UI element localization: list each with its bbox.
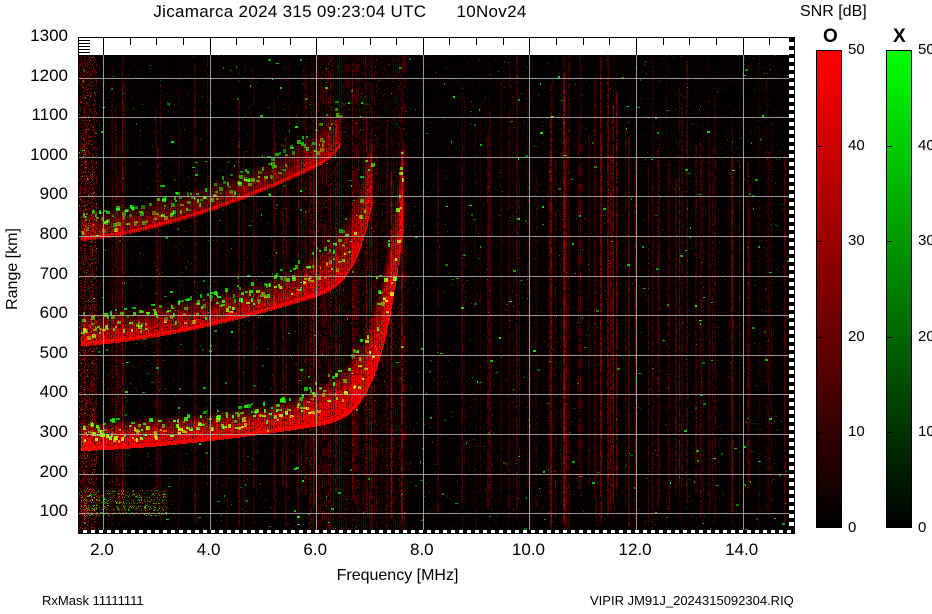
colorbar-tick-label: 0 — [848, 519, 857, 536]
rxmask-label: RxMask 11111111 — [42, 593, 144, 608]
top-axis-tick — [210, 38, 211, 55]
top-axis-tick — [156, 38, 157, 45]
y-tick-label: 1000 — [30, 144, 68, 164]
top-axis-tick — [103, 38, 104, 55]
x-tick-label: 14.0 — [725, 540, 759, 559]
top-axis-tick — [689, 38, 690, 45]
colorbar-tick-label: 30 — [848, 232, 865, 249]
colorbar-tick-label: 40 — [918, 137, 932, 154]
y-tick-label: 500 — [39, 342, 68, 362]
top-axis-tick — [370, 38, 371, 45]
x-axis-label: Frequency [MHz] — [336, 567, 459, 584]
top-axis-tick — [236, 38, 237, 45]
top-axis-tick — [316, 38, 317, 55]
top-axis-tick — [290, 38, 291, 45]
ionogram-plot[interactable] — [78, 37, 795, 534]
top-axis-tick — [583, 38, 584, 45]
range-gate-tick — [79, 52, 90, 53]
colorbar-x-mode — [886, 50, 912, 528]
top-axis-tick — [396, 38, 397, 45]
range-gate-tick — [79, 46, 90, 47]
y-tick-label: 1200 — [30, 65, 68, 85]
top-axis-tick — [529, 38, 530, 55]
colorbar-tick-label: 10 — [918, 423, 932, 440]
top-axis-tick — [263, 38, 264, 45]
colorbar-tick-mark — [886, 432, 892, 433]
y-axis-label: Range [km] — [3, 228, 21, 310]
colorbar-o-mode — [816, 50, 842, 528]
y-tick-label: 1300 — [30, 26, 68, 45]
x-tick-label: 4.0 — [196, 540, 221, 559]
y-tick-label: 300 — [39, 422, 68, 442]
colorbar-tick-label: 20 — [918, 328, 932, 345]
bottom-dashed-border — [79, 530, 794, 533]
x-tick-label: 10.0 — [511, 540, 545, 559]
range-gate-tick — [79, 43, 90, 44]
colorbar-tick-mark — [816, 337, 822, 338]
top-axis-tick — [449, 38, 450, 45]
right-dashed-border — [789, 38, 794, 533]
top-axis-tick — [716, 38, 717, 45]
colorbar-title: SNR [dB] — [800, 3, 867, 20]
top-axis-tick — [743, 38, 744, 55]
colorbar-tick-label: 20 — [848, 328, 865, 345]
colorbar-tick-label: 30 — [918, 232, 932, 249]
x-tick-label: 6.0 — [303, 540, 328, 559]
top-axis-tick — [769, 38, 770, 45]
range-gate-tick-strip — [79, 38, 794, 56]
top-axis-tick — [343, 38, 344, 45]
range-gate-tick — [79, 49, 90, 50]
range-gate-tick — [79, 55, 90, 56]
colorbar-tick-label: 40 — [848, 137, 865, 154]
colorbar-tick-mark — [886, 146, 892, 147]
x-tick-label: 12.0 — [618, 540, 652, 559]
riq-filename-label: VIPIR JM91J_2024315092304.RIQ — [590, 593, 794, 608]
range-gate-tick — [79, 40, 90, 41]
ionogram-image — [79, 38, 794, 533]
colorbar-tick-mark — [816, 241, 822, 242]
colorbar-tick-mark — [886, 241, 892, 242]
top-axis-tick — [423, 38, 424, 55]
top-axis-tick — [556, 38, 557, 45]
page-title: Jicamarca 2024 315 09:23:04 UTC 10Nov24 — [153, 2, 527, 21]
y-tick-label: 400 — [39, 382, 68, 402]
y-tick-label: 200 — [39, 461, 68, 481]
y-tick-label: 100 — [39, 501, 68, 521]
colorbar-tick-label: 50 — [848, 41, 865, 58]
colorbar-tick-label: 50 — [918, 41, 932, 58]
colorbar-tick-label: 10 — [848, 423, 865, 440]
x-tick-label: 8.0 — [410, 540, 434, 559]
colorbar-o-mode-letter: O — [823, 26, 838, 47]
y-tick-label: 900 — [39, 184, 68, 204]
colorbar-tick-mark — [816, 432, 822, 433]
top-axis-tick — [663, 38, 664, 45]
top-axis-tick — [636, 38, 637, 55]
colorbar-x-mode-letter: X — [893, 26, 906, 47]
top-axis-tick — [476, 38, 477, 45]
ionogram-canvas-stack — [79, 38, 794, 533]
top-axis-tick — [503, 38, 504, 45]
top-axis-tick — [183, 38, 184, 45]
colorbar-tick-label: 0 — [918, 519, 927, 536]
x-tick-label: 2.0 — [90, 540, 114, 559]
top-axis-tick — [609, 38, 610, 45]
top-axis-tick — [130, 38, 131, 45]
y-tick-label: 1100 — [31, 105, 68, 125]
colorbar-tick-mark — [886, 337, 892, 338]
colorbar-tick-mark — [816, 146, 822, 147]
